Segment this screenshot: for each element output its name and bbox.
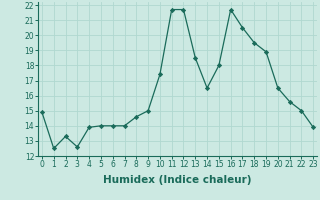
X-axis label: Humidex (Indice chaleur): Humidex (Indice chaleur) bbox=[103, 175, 252, 185]
